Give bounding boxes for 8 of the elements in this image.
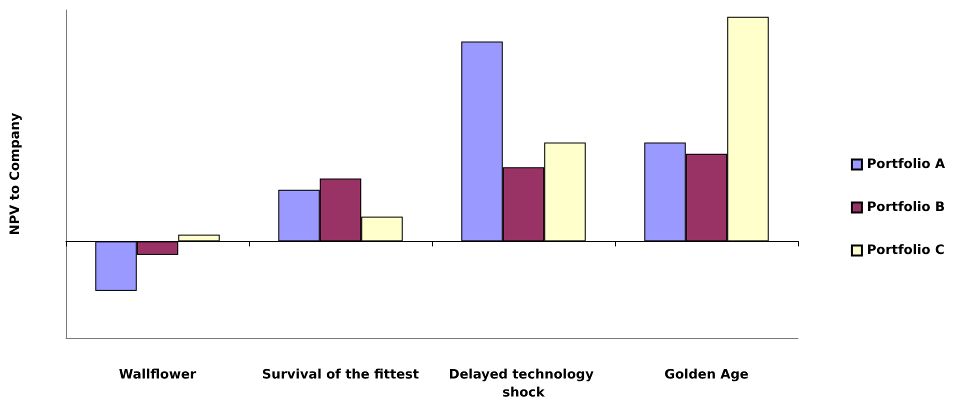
x-tick-label: Survival of the fittest [262, 368, 419, 382]
legend-label: Portfolio B [866, 200, 945, 215]
y-axis-title: NPV to Company [8, 112, 23, 236]
x-tick-label: Delayed technology shock [448, 368, 598, 400]
x-tick-label: Wallflower [118, 368, 197, 382]
legend-label: Portfolio C [866, 243, 944, 258]
x-tick-label: Golden Age [664, 368, 749, 382]
legend-label: Portfolio A [866, 157, 946, 172]
